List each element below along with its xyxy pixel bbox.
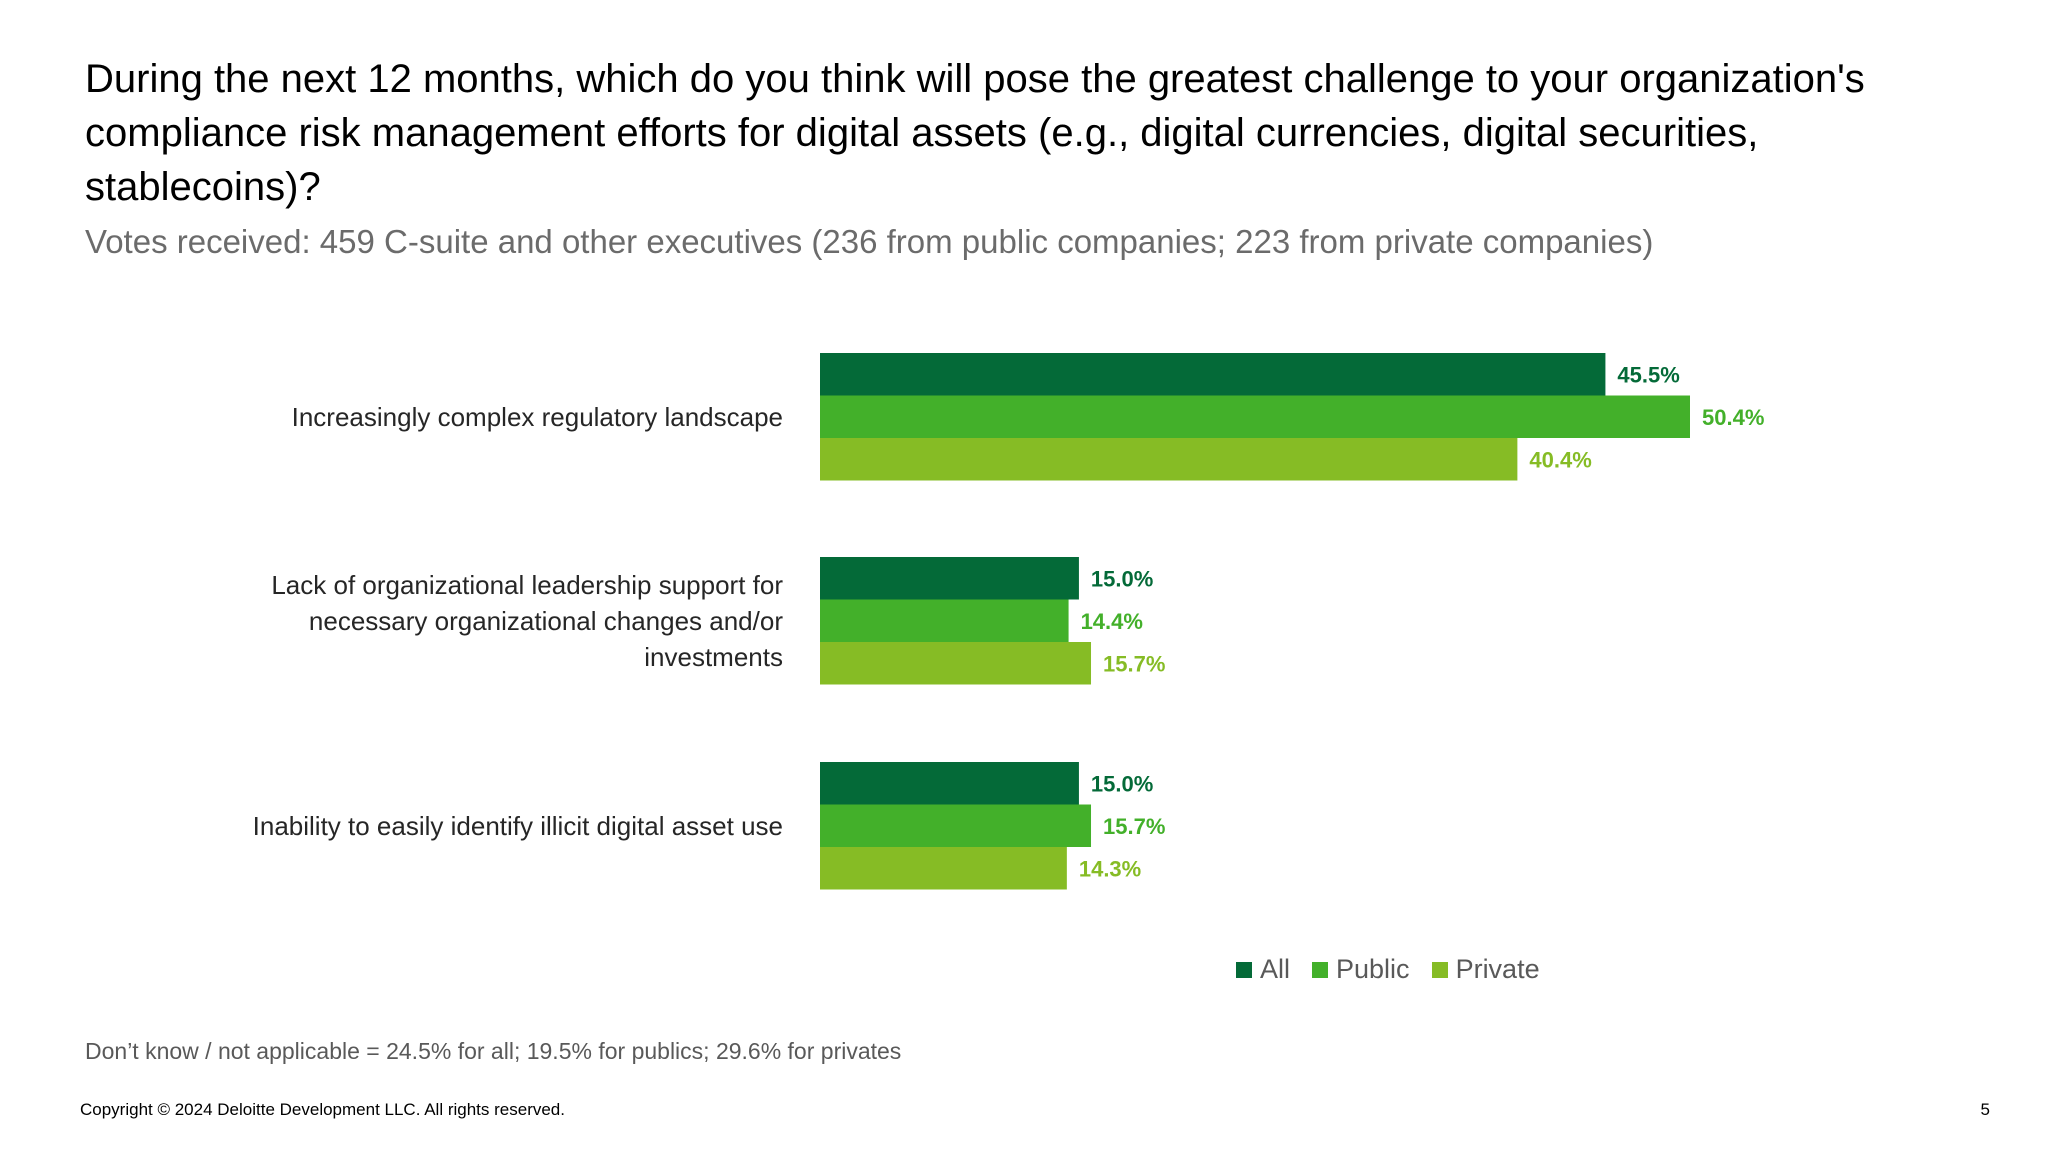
legend-label-private: Private [1455, 954, 1540, 984]
legend-swatch-private [1431, 961, 1448, 978]
chart-subtitle: Votes received: 459 C-suite and other ex… [85, 223, 1654, 260]
category-label-2-line-3: investments [644, 642, 783, 672]
data-label-all-3: 15.0% [1091, 771, 1153, 796]
category-label-1-line-1: Increasingly complex regulatory landscap… [292, 402, 783, 432]
category-label-3: Inability to easily identify illicit dig… [253, 811, 783, 841]
data-label-public-2: 14.4% [1081, 609, 1143, 634]
category-label-2-line-1: Lack of organizational leadership suppor… [271, 570, 783, 600]
legend-swatch-public [1312, 961, 1329, 978]
category-label-2: Lack of organizational leadership suppor… [271, 570, 783, 672]
data-label-public-1: 50.4% [1702, 405, 1764, 430]
legend-item-private: Private [1431, 954, 1540, 985]
legend-label-all: All [1260, 954, 1291, 984]
chart-title: During the next 12 months, which do you … [85, 57, 1865, 209]
data-label-private-3: 14.3% [1079, 856, 1141, 881]
bar-all-1 [820, 353, 1606, 396]
bar-private-2 [820, 642, 1092, 685]
data-label-private-1: 40.4% [1529, 447, 1591, 472]
bar-all-3 [820, 762, 1079, 805]
category-label-3-line-1: Inability to easily identify illicit dig… [253, 811, 783, 841]
legend: All Public Private [1236, 954, 1562, 985]
data-label-public-3: 15.7% [1103, 814, 1165, 839]
legend-swatch-all [1236, 961, 1252, 978]
bar-private-3 [820, 847, 1067, 890]
legend-item-all: All [1236, 954, 1290, 985]
category-label-1: Increasingly complex regulatory landscap… [292, 402, 783, 432]
bar-public-1 [820, 395, 1690, 438]
bar-private-1 [820, 438, 1518, 481]
legend-label-public: Public [1336, 954, 1410, 984]
copyright: Copyright © 2024 Deloitte Development LL… [80, 1100, 565, 1119]
page-number: 5 [1980, 1100, 1990, 1119]
data-label-all-2: 15.0% [1091, 566, 1153, 591]
bar-all-2 [820, 557, 1079, 600]
category-label-2-line-2: necessary organizational changes and/or [309, 606, 783, 636]
footnote: Don’t know / not applicable = 24.5% for … [85, 1038, 902, 1064]
data-label-all-1: 45.5% [1617, 362, 1679, 387]
bar-public-3 [820, 804, 1092, 847]
data-label-private-2: 15.7% [1103, 651, 1165, 676]
bar-public-2 [820, 599, 1069, 642]
legend-item-public: Public [1312, 954, 1410, 985]
